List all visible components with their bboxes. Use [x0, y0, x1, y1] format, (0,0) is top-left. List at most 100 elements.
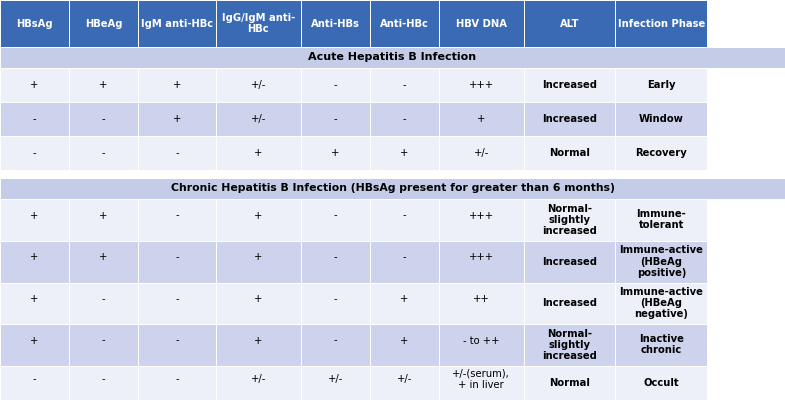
Text: HBV DNA: HBV DNA: [456, 18, 506, 28]
FancyBboxPatch shape: [524, 102, 615, 136]
FancyBboxPatch shape: [138, 283, 216, 324]
Text: -: -: [403, 210, 406, 220]
FancyBboxPatch shape: [301, 366, 370, 400]
FancyBboxPatch shape: [216, 366, 301, 400]
Text: IgM anti-HBc: IgM anti-HBc: [141, 18, 213, 28]
Text: Anti-HBs: Anti-HBs: [311, 18, 360, 28]
Text: Immune-active
(HBeAg
negative): Immune-active (HBeAg negative): [619, 287, 703, 320]
Text: -: -: [334, 210, 337, 220]
Text: Immune-
tolerant: Immune- tolerant: [637, 209, 686, 230]
Text: Increased: Increased: [542, 80, 597, 90]
Text: -: -: [102, 114, 105, 124]
FancyBboxPatch shape: [615, 241, 707, 283]
FancyBboxPatch shape: [370, 136, 439, 170]
FancyBboxPatch shape: [138, 199, 216, 241]
Text: +/-(serum),
+ in liver: +/-(serum), + in liver: [452, 369, 510, 390]
FancyBboxPatch shape: [524, 136, 615, 170]
Text: -: -: [102, 148, 105, 158]
FancyBboxPatch shape: [439, 136, 524, 170]
FancyBboxPatch shape: [69, 102, 138, 136]
FancyBboxPatch shape: [615, 283, 707, 324]
FancyBboxPatch shape: [0, 170, 785, 178]
FancyBboxPatch shape: [0, 199, 69, 241]
Text: -: -: [33, 148, 36, 158]
FancyBboxPatch shape: [439, 241, 524, 283]
FancyBboxPatch shape: [524, 324, 615, 366]
FancyBboxPatch shape: [615, 68, 707, 102]
FancyBboxPatch shape: [439, 283, 524, 324]
Text: Increased: Increased: [542, 114, 597, 124]
FancyBboxPatch shape: [138, 68, 216, 102]
Text: Inactive
chronic: Inactive chronic: [639, 334, 684, 355]
Text: Normal: Normal: [549, 148, 590, 158]
Text: -: -: [33, 114, 36, 124]
FancyBboxPatch shape: [0, 366, 69, 400]
Text: HBeAg: HBeAg: [85, 18, 122, 28]
FancyBboxPatch shape: [69, 366, 138, 400]
Text: +: +: [31, 336, 38, 346]
FancyBboxPatch shape: [615, 136, 707, 170]
FancyBboxPatch shape: [370, 324, 439, 366]
Text: Increased: Increased: [542, 298, 597, 308]
Text: -: -: [403, 114, 406, 124]
Text: +: +: [477, 114, 485, 124]
FancyBboxPatch shape: [524, 283, 615, 324]
FancyBboxPatch shape: [524, 199, 615, 241]
Text: -: -: [175, 148, 179, 158]
Text: +: +: [254, 336, 262, 346]
Text: -: -: [403, 80, 406, 90]
Text: Infection Phase: Infection Phase: [618, 18, 705, 28]
FancyBboxPatch shape: [370, 366, 439, 400]
FancyBboxPatch shape: [370, 241, 439, 283]
Text: Increased: Increased: [542, 257, 597, 267]
FancyBboxPatch shape: [524, 366, 615, 400]
FancyBboxPatch shape: [615, 0, 707, 47]
FancyBboxPatch shape: [615, 199, 707, 241]
Text: +/-: +/-: [396, 374, 412, 384]
Text: -: -: [175, 336, 179, 346]
Text: +: +: [31, 210, 38, 220]
FancyBboxPatch shape: [524, 283, 615, 324]
FancyBboxPatch shape: [524, 199, 615, 241]
Text: +: +: [254, 148, 262, 158]
FancyBboxPatch shape: [301, 324, 370, 366]
FancyBboxPatch shape: [69, 199, 138, 241]
FancyBboxPatch shape: [0, 47, 785, 68]
Text: +: +: [173, 114, 181, 124]
Text: -: -: [175, 210, 179, 220]
Text: HBsAg: HBsAg: [16, 18, 53, 28]
FancyBboxPatch shape: [615, 324, 707, 366]
FancyBboxPatch shape: [524, 241, 615, 283]
Text: - to ++: - to ++: [463, 336, 499, 346]
FancyBboxPatch shape: [615, 199, 707, 241]
Text: Normal-
slightly
increased: Normal- slightly increased: [542, 328, 597, 361]
FancyBboxPatch shape: [0, 0, 69, 47]
FancyBboxPatch shape: [216, 324, 301, 366]
FancyBboxPatch shape: [0, 178, 785, 199]
Text: -: -: [334, 336, 337, 346]
Text: +: +: [254, 210, 262, 220]
FancyBboxPatch shape: [439, 324, 524, 366]
FancyBboxPatch shape: [216, 68, 301, 102]
FancyBboxPatch shape: [0, 324, 69, 366]
Text: Anti-HBc: Anti-HBc: [380, 18, 429, 28]
FancyBboxPatch shape: [0, 283, 69, 324]
FancyBboxPatch shape: [138, 366, 216, 400]
Text: -: -: [175, 374, 179, 384]
FancyBboxPatch shape: [439, 0, 524, 47]
Text: +: +: [400, 336, 408, 346]
Text: Normal: Normal: [549, 378, 590, 388]
Text: +: +: [31, 294, 38, 304]
FancyBboxPatch shape: [615, 283, 707, 324]
FancyBboxPatch shape: [216, 199, 301, 241]
FancyBboxPatch shape: [615, 241, 707, 283]
FancyBboxPatch shape: [301, 0, 370, 47]
Text: +/-: +/-: [250, 374, 266, 384]
FancyBboxPatch shape: [301, 68, 370, 102]
FancyBboxPatch shape: [69, 283, 138, 324]
FancyBboxPatch shape: [69, 136, 138, 170]
Text: ALT: ALT: [560, 18, 579, 28]
FancyBboxPatch shape: [0, 102, 69, 136]
Text: +/-: +/-: [250, 114, 266, 124]
Text: +: +: [100, 252, 108, 262]
